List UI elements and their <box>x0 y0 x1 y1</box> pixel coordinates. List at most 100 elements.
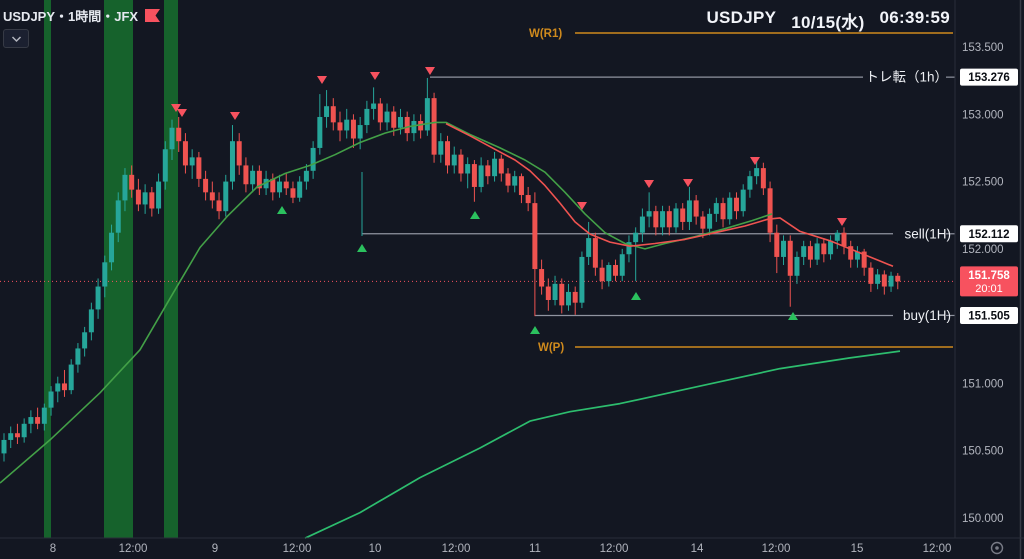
candle-body <box>707 213 713 229</box>
sell-signal-arrow-icon <box>750 157 760 165</box>
candle-body <box>592 238 598 268</box>
candle-body <box>572 291 578 303</box>
candle-body <box>418 121 424 131</box>
candle-body <box>55 383 61 392</box>
sell-signal-arrow-icon <box>683 179 693 187</box>
candle-body <box>512 176 518 186</box>
candle-body <box>250 170 256 185</box>
candle-body <box>478 165 484 187</box>
candle-body <box>324 106 330 117</box>
candle-body <box>35 417 41 424</box>
candle-body <box>41 407 47 424</box>
session-highlight-band <box>44 0 51 538</box>
candle-body <box>720 203 726 220</box>
candle-body <box>733 197 739 212</box>
candle-body <box>384 111 390 123</box>
candle-body <box>693 200 699 217</box>
price-axis[interactable]: 153.500 153.000 152.500 152.000 151.000 150.5… <box>954 0 1022 559</box>
buy-signal-arrow-icon <box>277 206 287 214</box>
time-tick-label: 11 <box>529 543 541 555</box>
candle-body <box>431 98 437 155</box>
candle-body <box>149 192 155 209</box>
candle-body <box>525 195 531 204</box>
price-tick-label: 150.500 <box>962 446 1004 458</box>
axis-settings-icon[interactable] <box>990 541 1004 555</box>
pivot-label: W(P) <box>538 342 564 354</box>
candle-body <box>518 176 524 196</box>
candle-body <box>424 98 430 131</box>
candle-body <box>95 286 101 310</box>
price-tick-label: 152.000 <box>962 244 1004 256</box>
candle-body <box>75 348 81 365</box>
trend-reversal-1h-label: トレ転（1h） <box>865 70 948 85</box>
candle-body <box>330 106 336 123</box>
time-tick-label: 12:00 <box>283 543 312 555</box>
candle-body <box>814 243 820 260</box>
timeframe-dropdown-button[interactable] <box>3 29 29 48</box>
candle-body <box>794 256 800 276</box>
chart-pane[interactable] <box>1 77 901 462</box>
sell-signal-arrow-icon <box>577 202 587 210</box>
price-tick-label: 152.500 <box>962 177 1004 189</box>
candle-body <box>552 283 558 300</box>
candle-body <box>337 122 343 131</box>
candle-body <box>760 168 766 189</box>
time-tick-label: 12:00 <box>442 543 471 555</box>
candle-body <box>888 275 894 287</box>
time-tick-label: 12:00 <box>119 543 148 555</box>
candle-body <box>209 192 215 201</box>
header-time: 06:39:59 <box>879 8 950 27</box>
candle-body <box>781 240 787 257</box>
sell-signal-arrow-icon <box>644 180 654 188</box>
candle-body <box>854 251 860 260</box>
candle-body <box>411 121 417 134</box>
favorite-flag-icon[interactable] <box>145 9 161 22</box>
candle-body <box>404 116 410 134</box>
candle-body <box>223 181 229 212</box>
candle-body <box>377 103 383 123</box>
candle-body <box>727 197 733 220</box>
sell-signal-arrow-icon <box>370 72 380 80</box>
axis-settings-icon-dot <box>995 546 999 550</box>
sell-signal-arrow-icon <box>171 104 181 112</box>
candle-body <box>350 119 356 139</box>
axis-settings-icon-ring <box>990 541 1004 555</box>
candle-body <box>135 189 141 205</box>
candle-body <box>532 203 538 270</box>
symbol-legend-label: USDJPY・1時間・JFX <box>3 9 139 24</box>
candle-body <box>364 108 370 126</box>
candle-body <box>115 200 121 233</box>
candle-body <box>256 170 262 189</box>
buy-1h-label: buy(1H) <box>903 308 951 323</box>
candle-body <box>895 275 901 282</box>
header-date: 10/15(水) <box>791 13 865 32</box>
price-tick-label: 153.500 <box>962 42 1004 54</box>
candle-body <box>451 154 457 166</box>
candle-body <box>498 158 504 174</box>
sell-signal-arrow-icon <box>177 109 187 117</box>
ma-fast-green <box>0 121 773 484</box>
candle-body <box>283 181 289 189</box>
header-symbol: USDJPY <box>706 8 777 27</box>
candle-body <box>619 254 625 276</box>
sell-signal-arrow-icon <box>230 112 240 120</box>
sell-1h-price-badge-label: 152.112 <box>969 229 1010 241</box>
candle-body <box>122 174 128 201</box>
candle-body <box>102 262 108 287</box>
candle-body <box>767 188 773 233</box>
price-tick-label: 153.000 <box>962 109 1004 121</box>
buy-signal-arrow-icon <box>631 292 641 300</box>
session-highlight-band <box>104 0 133 538</box>
candle-body <box>458 154 464 174</box>
candle-body <box>606 265 612 282</box>
candle-body <box>445 141 451 166</box>
candle-body <box>626 242 632 255</box>
trend-reversal-1h-price-badge <box>960 68 1018 86</box>
buy-1h-price-badge <box>960 306 1018 324</box>
candle-body <box>156 181 162 209</box>
time-axis[interactable]: 8 12:00 9 12:00 10 12:00 11 12:00 14 12:00 15 12:00 <box>0 537 1024 555</box>
candle-body <box>700 216 706 229</box>
symbol-legend[interactable]: USDJPY・1時間・JFX <box>3 6 161 25</box>
